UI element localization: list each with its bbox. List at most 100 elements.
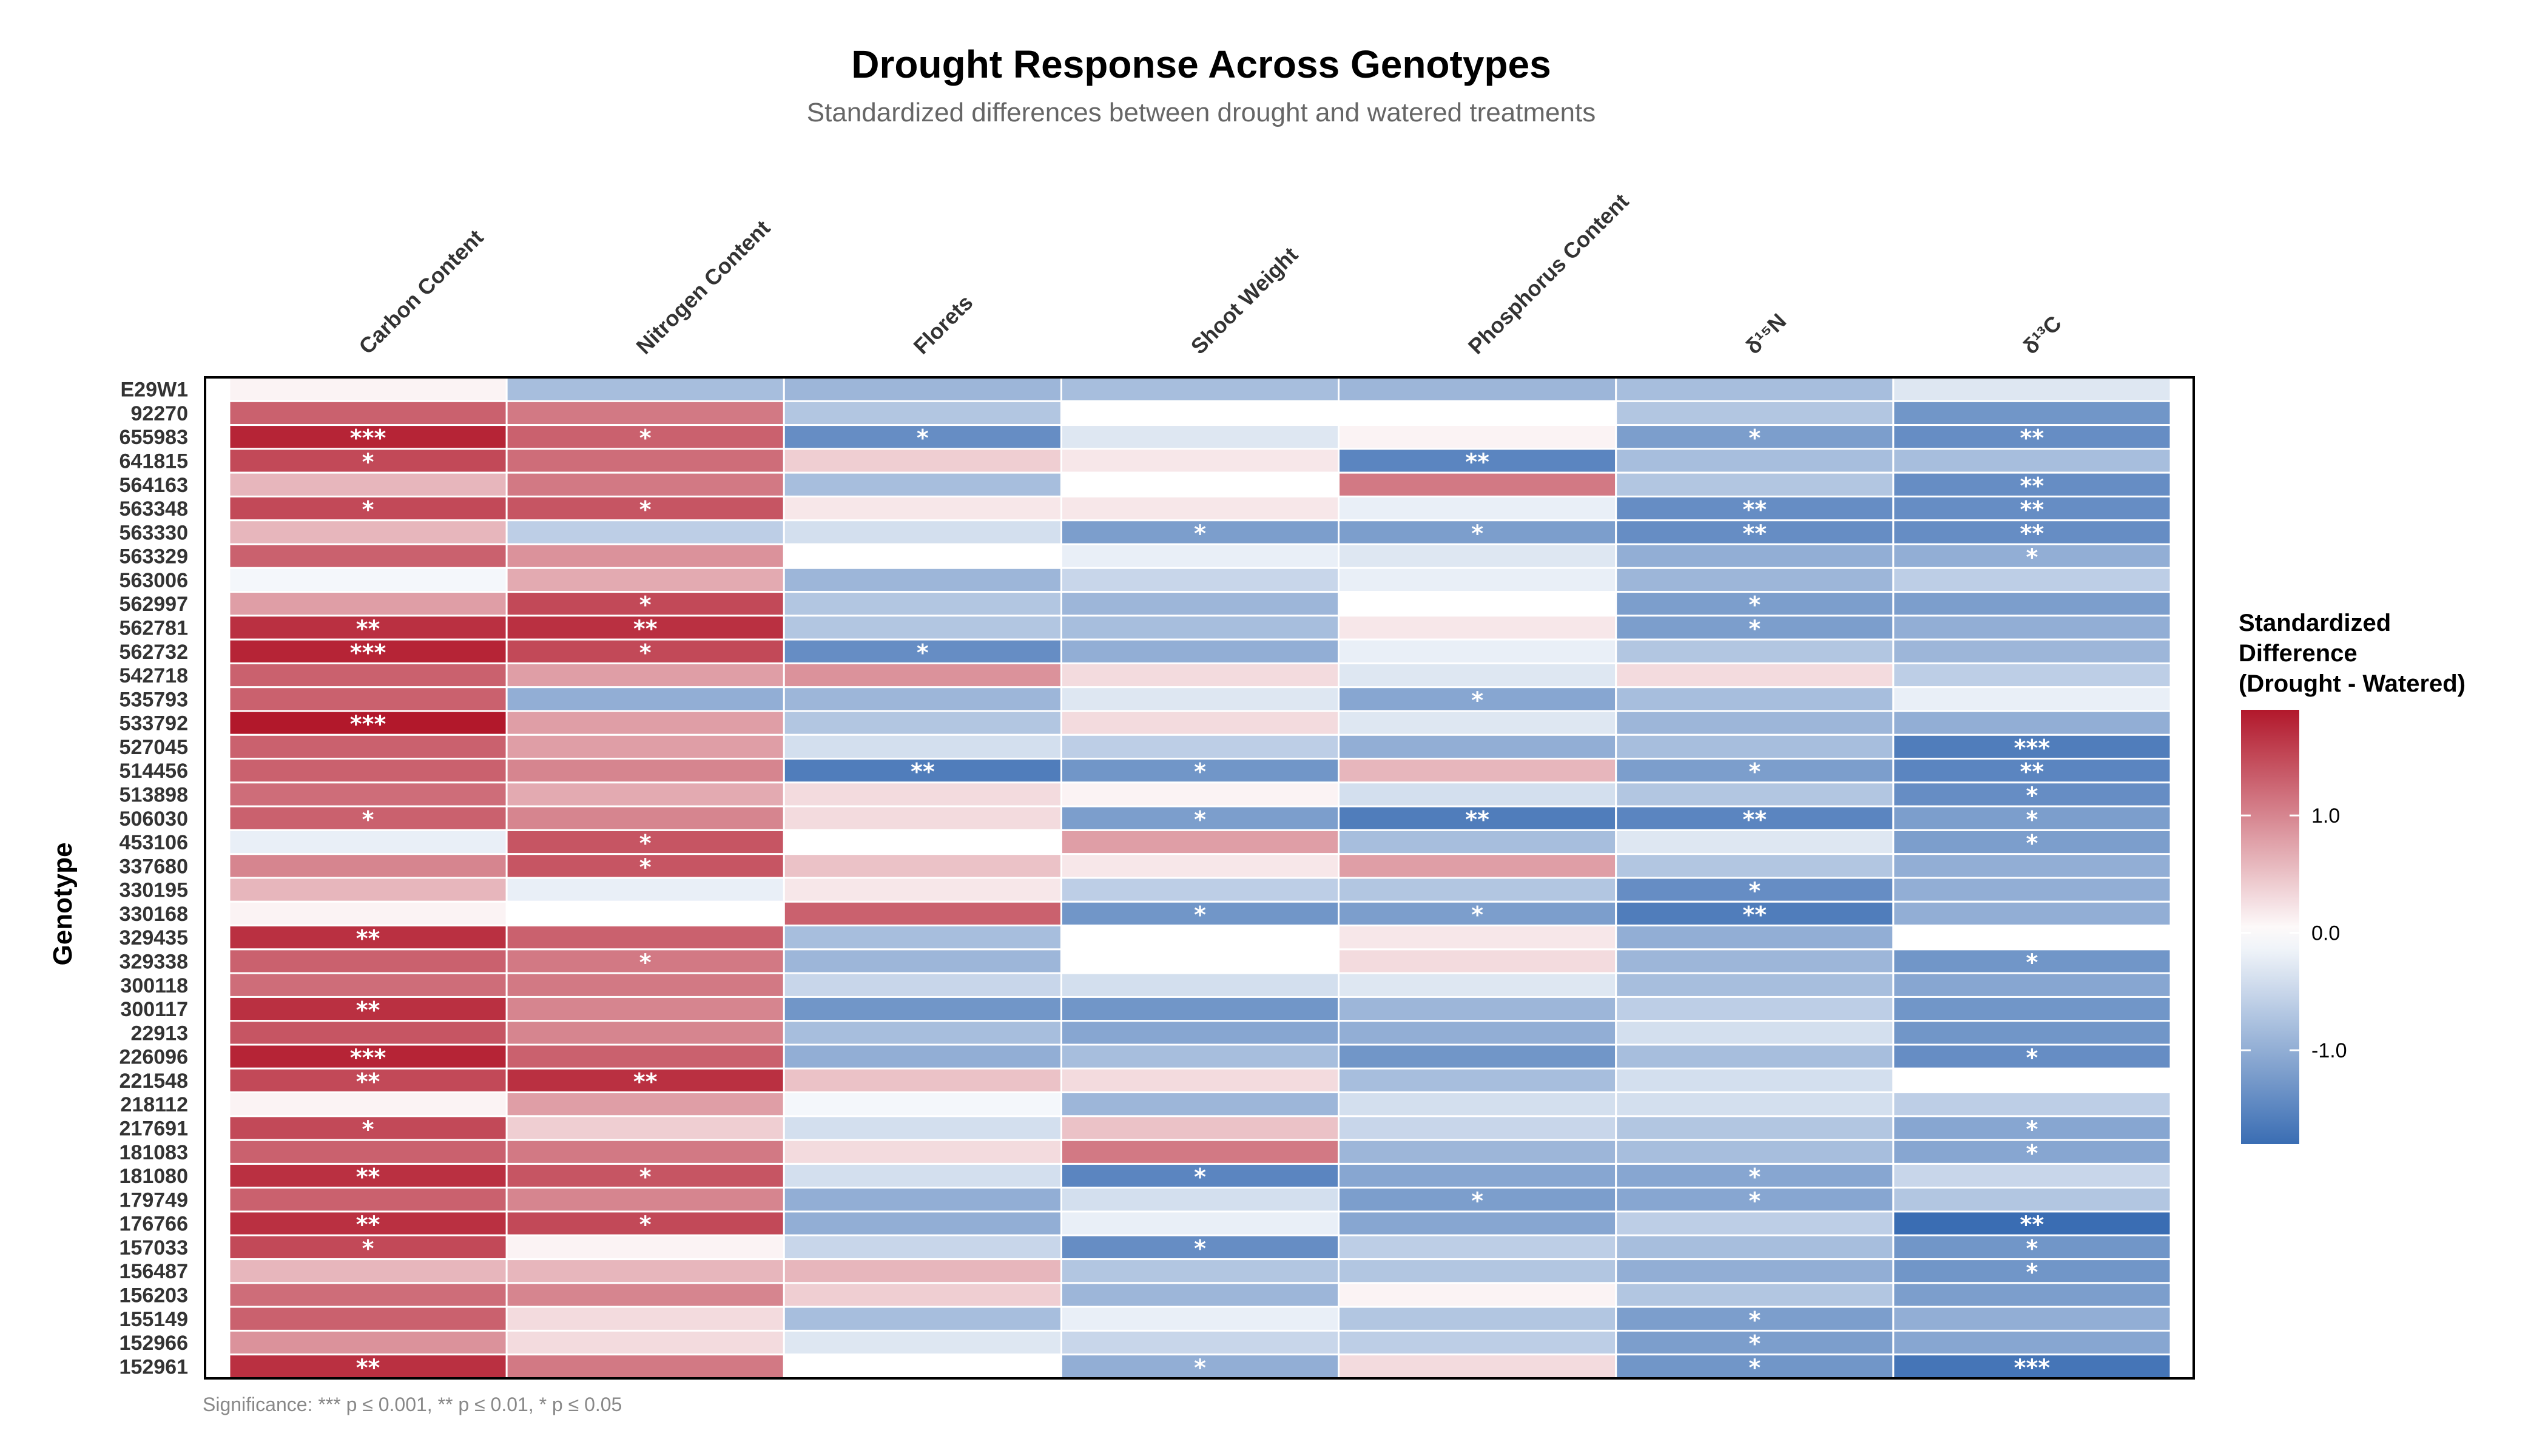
row-label: 513898 [120,784,188,807]
heatmap-cell [505,972,785,998]
row-label: 641815 [120,450,188,473]
heatmap-cell [228,471,508,497]
heatmap-cell [1338,686,1617,712]
row-label: 221548 [120,1070,188,1093]
row-label: 329435 [120,926,188,949]
heatmap-cell [1615,733,1895,760]
significance-mark: * [1471,1187,1483,1214]
heatmap-cell [228,1306,508,1332]
row-label: 22913 [130,1022,188,1045]
significance-mark: *** [350,639,386,666]
heatmap-cell [1338,1139,1617,1165]
heatmap-cell [505,471,785,497]
heatmap-cell [505,1210,785,1236]
heatmap-cell [228,829,508,855]
heatmap-cell [1060,638,1340,664]
heatmap-cell [1615,1162,1895,1189]
heatmap-cell [783,1115,1062,1141]
significance-mark: ** [1742,902,1767,928]
heatmap-cell [783,1187,1062,1213]
heatmap-cell [505,1115,785,1141]
heatmap-cell [1892,1187,2172,1213]
heatmap-cell [783,900,1062,927]
heatmap-cell [1060,972,1340,998]
heatmap-cell [505,1234,785,1261]
heatmap-cell [1338,1210,1617,1236]
heatmap-cell [1338,1353,1617,1380]
row-label: 533792 [120,712,188,735]
heatmap-cell [1892,805,2172,831]
significance-mark: * [639,1212,652,1238]
heatmap-cell [228,1258,508,1284]
heatmap-cell [228,543,508,569]
heatmap-cell [228,448,508,474]
heatmap-cell [1615,1115,1895,1141]
heatmap-cell [1060,1043,1340,1070]
significance-mark: ** [356,616,380,642]
significance-mark: * [1748,1354,1761,1381]
heatmap-cell [783,733,1062,760]
heatmap-cell [783,400,1062,426]
heatmap-cell [1892,686,2172,712]
significance-mark: * [2026,949,2038,976]
heatmap-cell [505,638,785,664]
significance-mark: * [639,830,652,857]
significance-mark: ** [633,1068,658,1095]
row-label: 218112 [120,1093,188,1116]
row-label: 562997 [120,593,188,616]
row-label: 453106 [120,831,188,854]
heatmap-cell [1615,972,1895,998]
heatmap-cell [783,1329,1062,1356]
heatmap-cell [1892,1043,2172,1070]
heatmap-cell [505,1282,785,1308]
significance-mark: * [1748,592,1761,618]
significance-mark: * [1194,902,1206,928]
heatmap-cell [783,853,1062,879]
heatmap-cell [783,877,1062,903]
heatmap-cell [1892,996,2172,1022]
heatmap-cell [1060,424,1340,450]
heatmap-cell [505,1353,785,1380]
heatmap-cell [1338,829,1617,855]
heatmap-cell [1338,543,1617,569]
heatmap-cell [1615,781,1895,807]
heatmap-cell [1060,710,1340,736]
heatmap-cell [1615,662,1895,689]
significance-mark: ** [2020,520,2044,547]
heatmap-cell [1060,591,1340,617]
heatmap-cell [1892,758,2172,784]
heatmap-cell [783,1020,1062,1046]
legend-ticks: 1.0 0.0 -1.0 [2241,804,2347,1062]
heatmap-cell [1060,1162,1340,1189]
heatmap-cell [783,424,1062,450]
heatmap-cell [1060,400,1340,426]
significance-mark: * [1194,520,1206,547]
significance-mark: *** [350,711,386,738]
row-label: 535793 [120,688,188,711]
heatmap-cell [1338,948,1617,974]
legend-title-line: Difference [2239,640,2358,667]
significance-mark: * [1748,1307,1761,1333]
column-label: Florets [909,290,978,359]
heatmap-cell [1615,925,1895,951]
significance-mark: ** [356,997,380,1023]
heatmap-cell [1338,1162,1617,1189]
row-label: 176766 [120,1213,188,1236]
significance-mark: *** [2014,735,2051,761]
heatmap-cell [1615,1091,1895,1117]
heatmap-cell [783,1210,1062,1236]
heatmap-cell [228,805,508,831]
heatmap-cell [1892,424,2172,450]
heatmap-cell [783,996,1062,1022]
heatmap-cell [783,471,1062,497]
legend-title-line: (Drought - Watered) [2239,670,2465,697]
heatmap-cell [1060,1067,1340,1094]
heatmap-cell [505,758,785,784]
significance-mark: * [917,639,929,666]
heatmap-cell [1338,424,1617,450]
heatmap-cell [1615,471,1895,497]
heatmap-cell [1060,829,1340,855]
row-label: 563348 [120,497,188,521]
significance-mark: * [2026,1140,2038,1167]
significance-mark: * [362,806,374,833]
